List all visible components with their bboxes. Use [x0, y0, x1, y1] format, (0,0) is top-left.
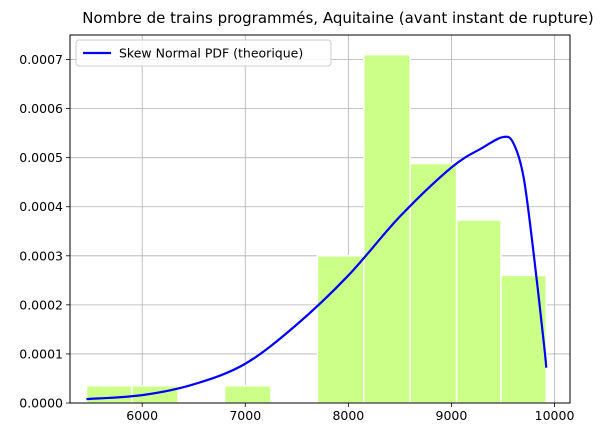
y-tick-label: 0.0001: [19, 346, 63, 361]
chart-title: Nombre de trains programmés, Aquitaine (…: [82, 9, 594, 27]
x-tick-label: 10000: [535, 408, 575, 423]
pdf-curve-line: [86, 135, 548, 401]
y-tick-label: 0.0006: [19, 101, 63, 116]
legend: Skew Normal PDF (theorique): [75, 39, 332, 67]
histogram-bar: [223, 385, 272, 404]
legend-box: [75, 39, 332, 67]
plot-area: 6000 7000 8000 9000 10000 0.0000 0.0001 0.0002 0…: [19, 34, 575, 423]
histogram-bar: [363, 53, 411, 404]
axes-frame: [69, 34, 571, 404]
histogram-bar: [455, 219, 502, 404]
histogram-bar: [316, 255, 365, 404]
x-tick-label: 8000: [332, 408, 364, 423]
y-tick-label: 0.0002: [19, 297, 63, 312]
legend-label: Skew Normal PDF (theorique): [119, 46, 303, 61]
y-tick-label: 0.0003: [19, 248, 63, 263]
y-tick-label: 0.0004: [19, 199, 63, 214]
histogram-bar: [131, 385, 179, 404]
histogram-bar: [85, 385, 133, 404]
x-tick-label: 7000: [229, 408, 261, 423]
y-tick-label: 0.0000: [19, 396, 63, 411]
y-tick-label: 0.0005: [19, 150, 63, 165]
x-tick-label: 6000: [126, 408, 158, 423]
x-tick-label: 9000: [436, 408, 468, 423]
y-tick-label: 0.0007: [19, 52, 63, 67]
